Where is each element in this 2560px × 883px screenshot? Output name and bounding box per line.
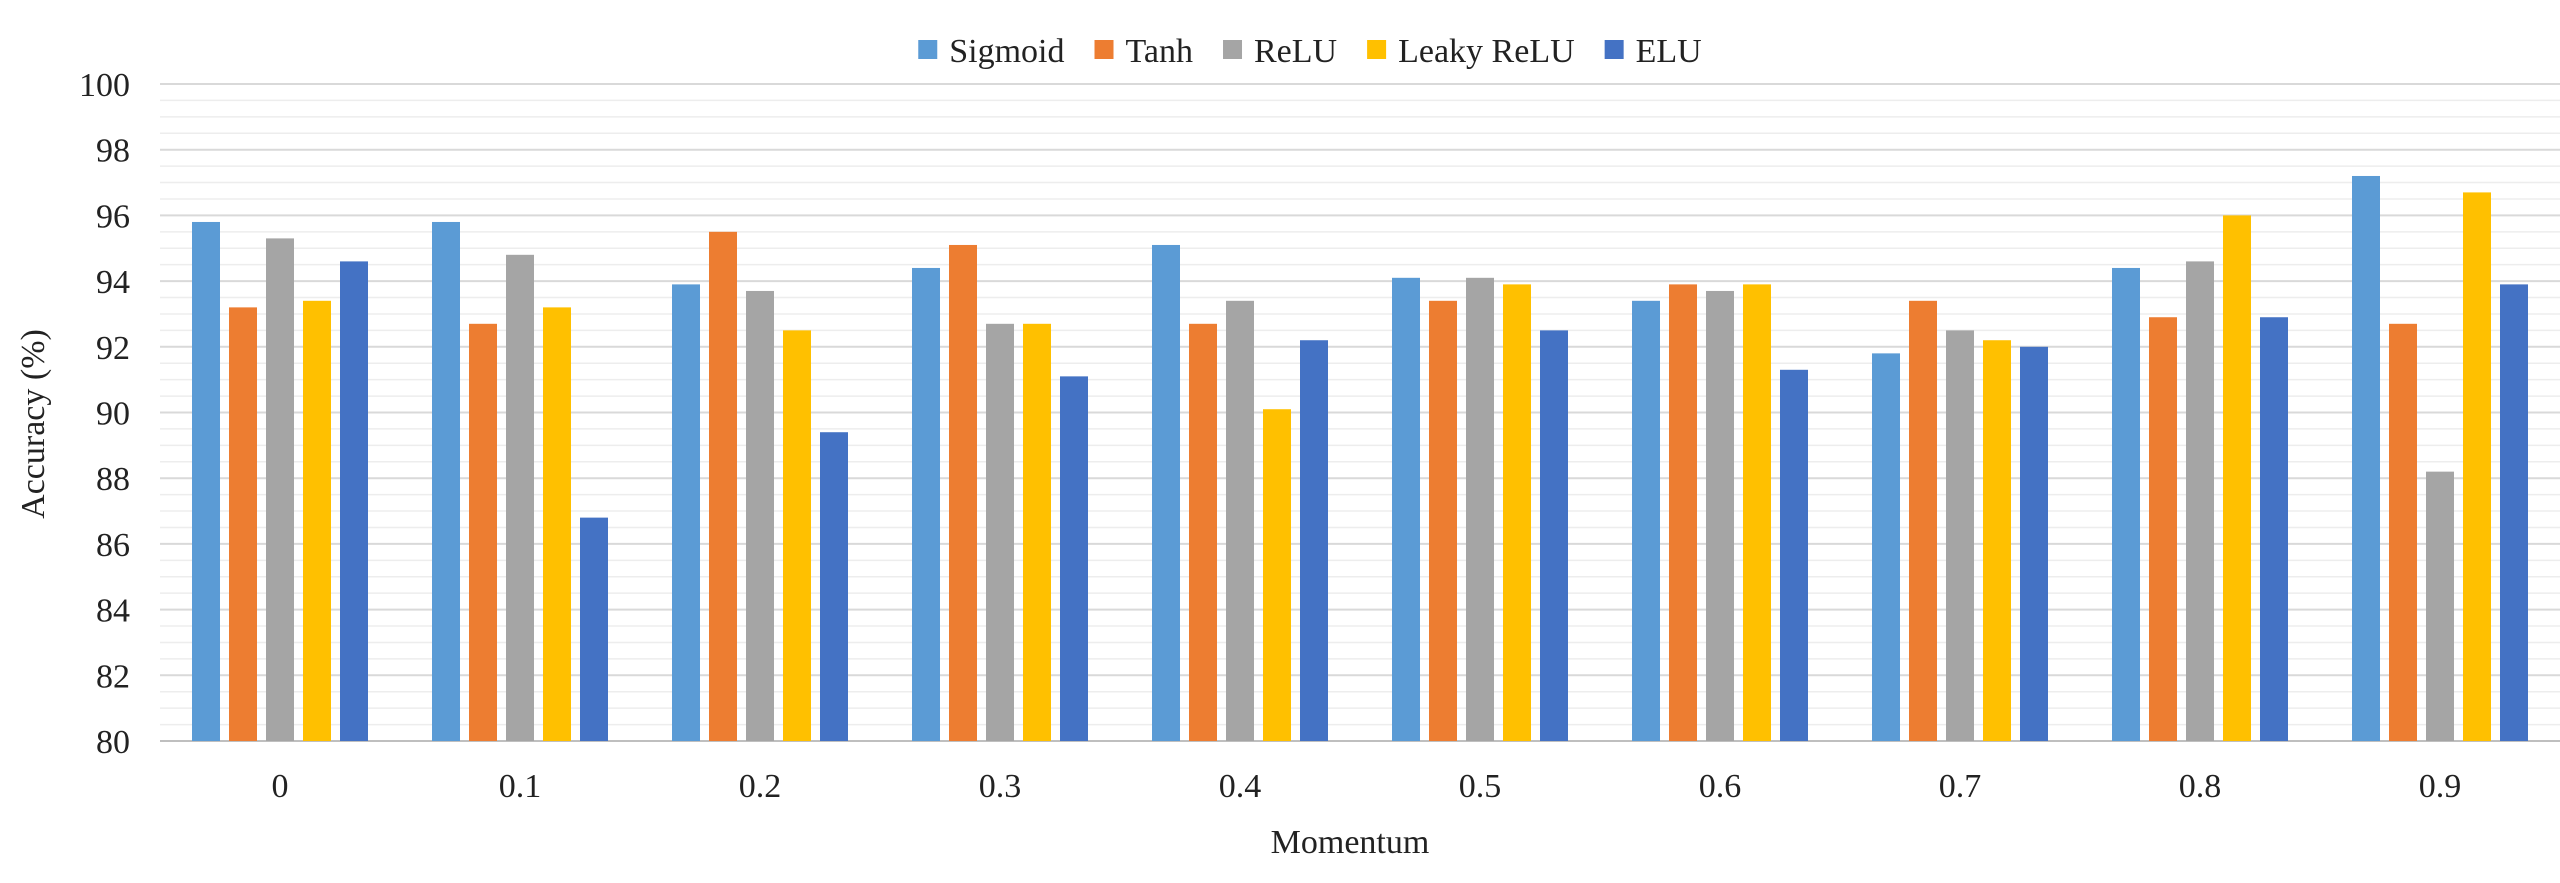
bar-elu xyxy=(1060,376,1088,741)
bar-elu xyxy=(1780,369,1808,741)
legend-label: Leaky ReLU xyxy=(1398,33,1575,70)
bar-tanh xyxy=(1669,284,1697,741)
bar-tanh xyxy=(1189,323,1217,741)
bar-elu xyxy=(2500,284,2528,741)
legend-swatch xyxy=(1094,40,1114,59)
bar-tanh xyxy=(709,231,737,741)
bar-leaky-relu xyxy=(2463,192,2491,741)
bar-sigmoid xyxy=(432,221,460,742)
bar-relu xyxy=(506,254,534,741)
bar-relu xyxy=(266,238,294,741)
bar-tanh xyxy=(229,307,257,741)
legend-label: Sigmoid xyxy=(949,33,1064,70)
y-tick-label: 92 xyxy=(96,330,130,367)
bar-tanh xyxy=(2389,323,2417,741)
legend-swatch xyxy=(1223,40,1243,59)
legend-item-elu: ELU xyxy=(1604,33,1702,70)
legend-item-leaky-relu: Leaky ReLU xyxy=(1367,33,1575,70)
legend-swatch xyxy=(1604,40,1624,59)
bar-sigmoid xyxy=(192,221,220,742)
bar-sigmoid xyxy=(1152,244,1180,741)
bar-tanh xyxy=(2149,317,2177,741)
bar-elu xyxy=(1540,330,1568,741)
x-tick-label: 0.4 xyxy=(1219,768,1262,805)
bar-relu xyxy=(1706,290,1734,741)
bar-sigmoid xyxy=(1392,277,1420,741)
bar-relu xyxy=(1466,277,1494,741)
x-tick-label: 0.7 xyxy=(1939,768,1982,805)
y-tick-label: 90 xyxy=(96,396,130,433)
bar-relu xyxy=(2426,471,2454,741)
bar-relu xyxy=(1946,330,1974,741)
x-tick-label: 0.3 xyxy=(979,768,1022,805)
bar-tanh xyxy=(1909,300,1937,741)
bar-leaky-relu xyxy=(2223,215,2251,741)
x-tick-label: 0.5 xyxy=(1459,768,1502,805)
y-tick-label: 88 xyxy=(96,461,130,498)
bar-leaky-relu xyxy=(1023,323,1051,741)
y-tick-label: 84 xyxy=(96,593,130,630)
legend-label: ReLU xyxy=(1254,33,1337,70)
bar-leaky-relu xyxy=(1743,284,1771,741)
y-tick-label: 100 xyxy=(79,67,130,104)
bars xyxy=(192,175,2528,742)
y-tick-label: 94 xyxy=(96,264,130,301)
bar-elu xyxy=(1300,340,1328,741)
bar-sigmoid xyxy=(672,284,700,741)
bar-sigmoid xyxy=(1872,353,1900,741)
legend-swatch xyxy=(1367,40,1387,59)
legend-label: Tanh xyxy=(1126,33,1194,70)
bar-leaky-relu xyxy=(1983,340,2011,741)
legend-item-relu: ReLU xyxy=(1223,33,1337,70)
x-tick-label: 0.9 xyxy=(2419,768,2462,805)
bar-sigmoid xyxy=(1632,300,1660,741)
x-tick-label: 0.8 xyxy=(2179,768,2222,805)
y-tick-label: 86 xyxy=(96,527,130,564)
bar-leaky-relu xyxy=(783,330,811,741)
bar-elu xyxy=(340,261,368,741)
bar-elu xyxy=(2260,317,2288,741)
x-tick-label: 0.6 xyxy=(1699,768,1742,805)
x-tick-label: 0 xyxy=(272,768,289,805)
x-tick-label: 0.1 xyxy=(499,768,542,805)
x-axis-title: Momentum xyxy=(1271,824,1430,861)
bar-relu xyxy=(2186,261,2214,741)
bar-elu xyxy=(580,517,608,741)
bar-elu xyxy=(820,432,848,741)
bar-relu xyxy=(986,323,1014,741)
y-tick-label: 98 xyxy=(96,133,130,170)
bar-sigmoid xyxy=(2112,267,2140,741)
bar-sigmoid xyxy=(912,267,940,741)
bar-sigmoid xyxy=(2352,175,2380,742)
bar-leaky-relu xyxy=(303,300,331,741)
bar-leaky-relu xyxy=(543,307,571,741)
y-axis-title: Accuracy (%) xyxy=(15,329,52,519)
x-tick-labels: 0 0.1 0.2 0.3 0.4 0.5 0.6 0.7 0.8 0.9 xyxy=(272,768,2462,805)
bar-relu xyxy=(1226,300,1254,741)
bar-leaky-relu xyxy=(1503,284,1531,741)
legend-label: ELU xyxy=(1636,33,1702,70)
legend-swatch xyxy=(918,40,938,59)
y-tick-label: 80 xyxy=(96,724,130,761)
y-tick-labels: 80 82 84 86 88 90 92 94 96 98 100 xyxy=(79,67,130,761)
bar-tanh xyxy=(1429,300,1457,741)
bar-tanh xyxy=(469,323,497,741)
y-tick-label: 82 xyxy=(96,658,130,695)
bar-elu xyxy=(2020,346,2048,741)
legend: Sigmoid Tanh ReLU Leaky ReLU ELU xyxy=(918,33,1702,70)
bar-leaky-relu xyxy=(1263,409,1291,741)
y-tick-label: 96 xyxy=(96,198,130,235)
bar-tanh xyxy=(949,244,977,741)
bar-relu xyxy=(746,290,774,741)
legend-item-tanh: Tanh xyxy=(1094,33,1194,70)
legend-item-sigmoid: Sigmoid xyxy=(918,33,1065,70)
x-tick-label: 0.2 xyxy=(739,768,782,805)
